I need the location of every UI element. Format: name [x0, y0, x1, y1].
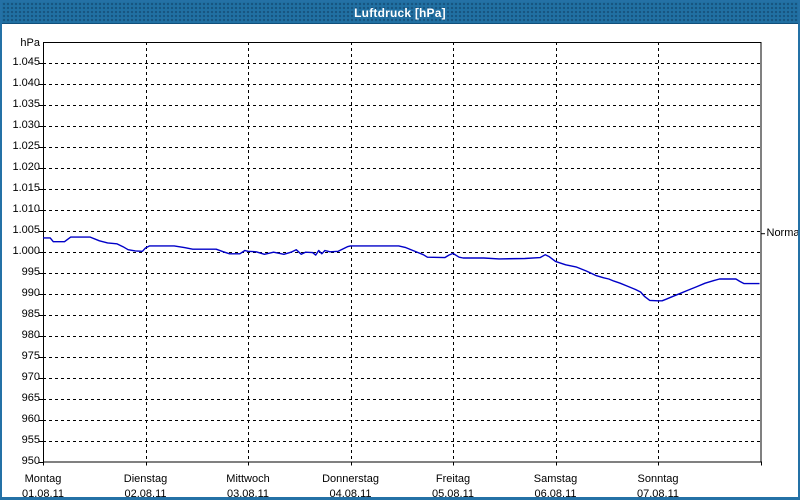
- y-axis-tick-label: 1.045: [12, 56, 40, 69]
- y-axis-tick-label: 965: [21, 392, 40, 405]
- y-axis-tick-label: 1.030: [12, 119, 40, 132]
- x-axis-date-label: 02.08.11: [124, 487, 167, 500]
- y-axis-tick-label: 995: [21, 266, 40, 279]
- y-axis-tick-label: 1.010: [12, 203, 40, 216]
- x-axis-day-label: Sonntag: [637, 472, 679, 485]
- x-axis-date-label: 06.08.11: [534, 487, 577, 500]
- x-axis-day-label: Dienstag: [123, 472, 168, 485]
- y-axis-tick-label: 1.020: [12, 161, 40, 174]
- y-axis-tick-label: 1.035: [12, 98, 40, 111]
- y-axis-tick-label: 1.015: [12, 182, 40, 195]
- x-axis-day-label: Freitag: [435, 472, 471, 485]
- window-title: Luftdruck [hPa]: [354, 5, 446, 20]
- x-axis-date-label: 05.08.11: [431, 487, 475, 500]
- y-axis-tick-label: 1.000: [12, 245, 40, 258]
- x-axis-day-label: Samstag: [533, 472, 578, 485]
- y-axis-tick-label: 985: [21, 308, 40, 321]
- y-axis-tick-label: 1.005: [12, 224, 40, 237]
- x-axis-date-label: 01.08.11: [21, 487, 65, 500]
- x-axis-day-label: Mittwoch: [226, 472, 270, 485]
- x-axis-day-label: Donnerstag: [322, 472, 379, 485]
- y-axis-tick-label: 1.025: [12, 140, 40, 153]
- y-axis-tick-label: 980: [21, 329, 40, 342]
- normal-pressure-label: Normal: [766, 227, 800, 240]
- x-axis-date-label: 04.08.11: [329, 487, 372, 500]
- pressure-series-line: [43, 236, 760, 302]
- y-axis-tick-label: 950: [21, 455, 40, 467]
- x-axis-date-label: 07.08.11: [636, 487, 680, 500]
- chart-area: hPa 950 955 960 965 970 975 980 985 990 995 1.000 1…: [2, 24, 798, 497]
- y-axis-tick-label: 955: [21, 434, 40, 447]
- pressure-line-chart: [39, 42, 765, 466]
- plot-frame: [43, 42, 762, 463]
- y-axis-tick-label: 975: [21, 350, 40, 363]
- y-axis-tick-label: 990: [21, 287, 40, 300]
- y-axis-tick-label: 1.040: [12, 77, 40, 90]
- x-axis-day-label: Montag: [24, 472, 62, 485]
- y-axis-tick-label: 970: [21, 371, 40, 384]
- y-axis-unit-label: hPa: [20, 37, 40, 49]
- x-axis-date-label: 03.08.11: [226, 487, 270, 500]
- y-axis-tick-label: 960: [21, 413, 40, 426]
- title-bar: Luftdruck [hPa]: [2, 2, 798, 24]
